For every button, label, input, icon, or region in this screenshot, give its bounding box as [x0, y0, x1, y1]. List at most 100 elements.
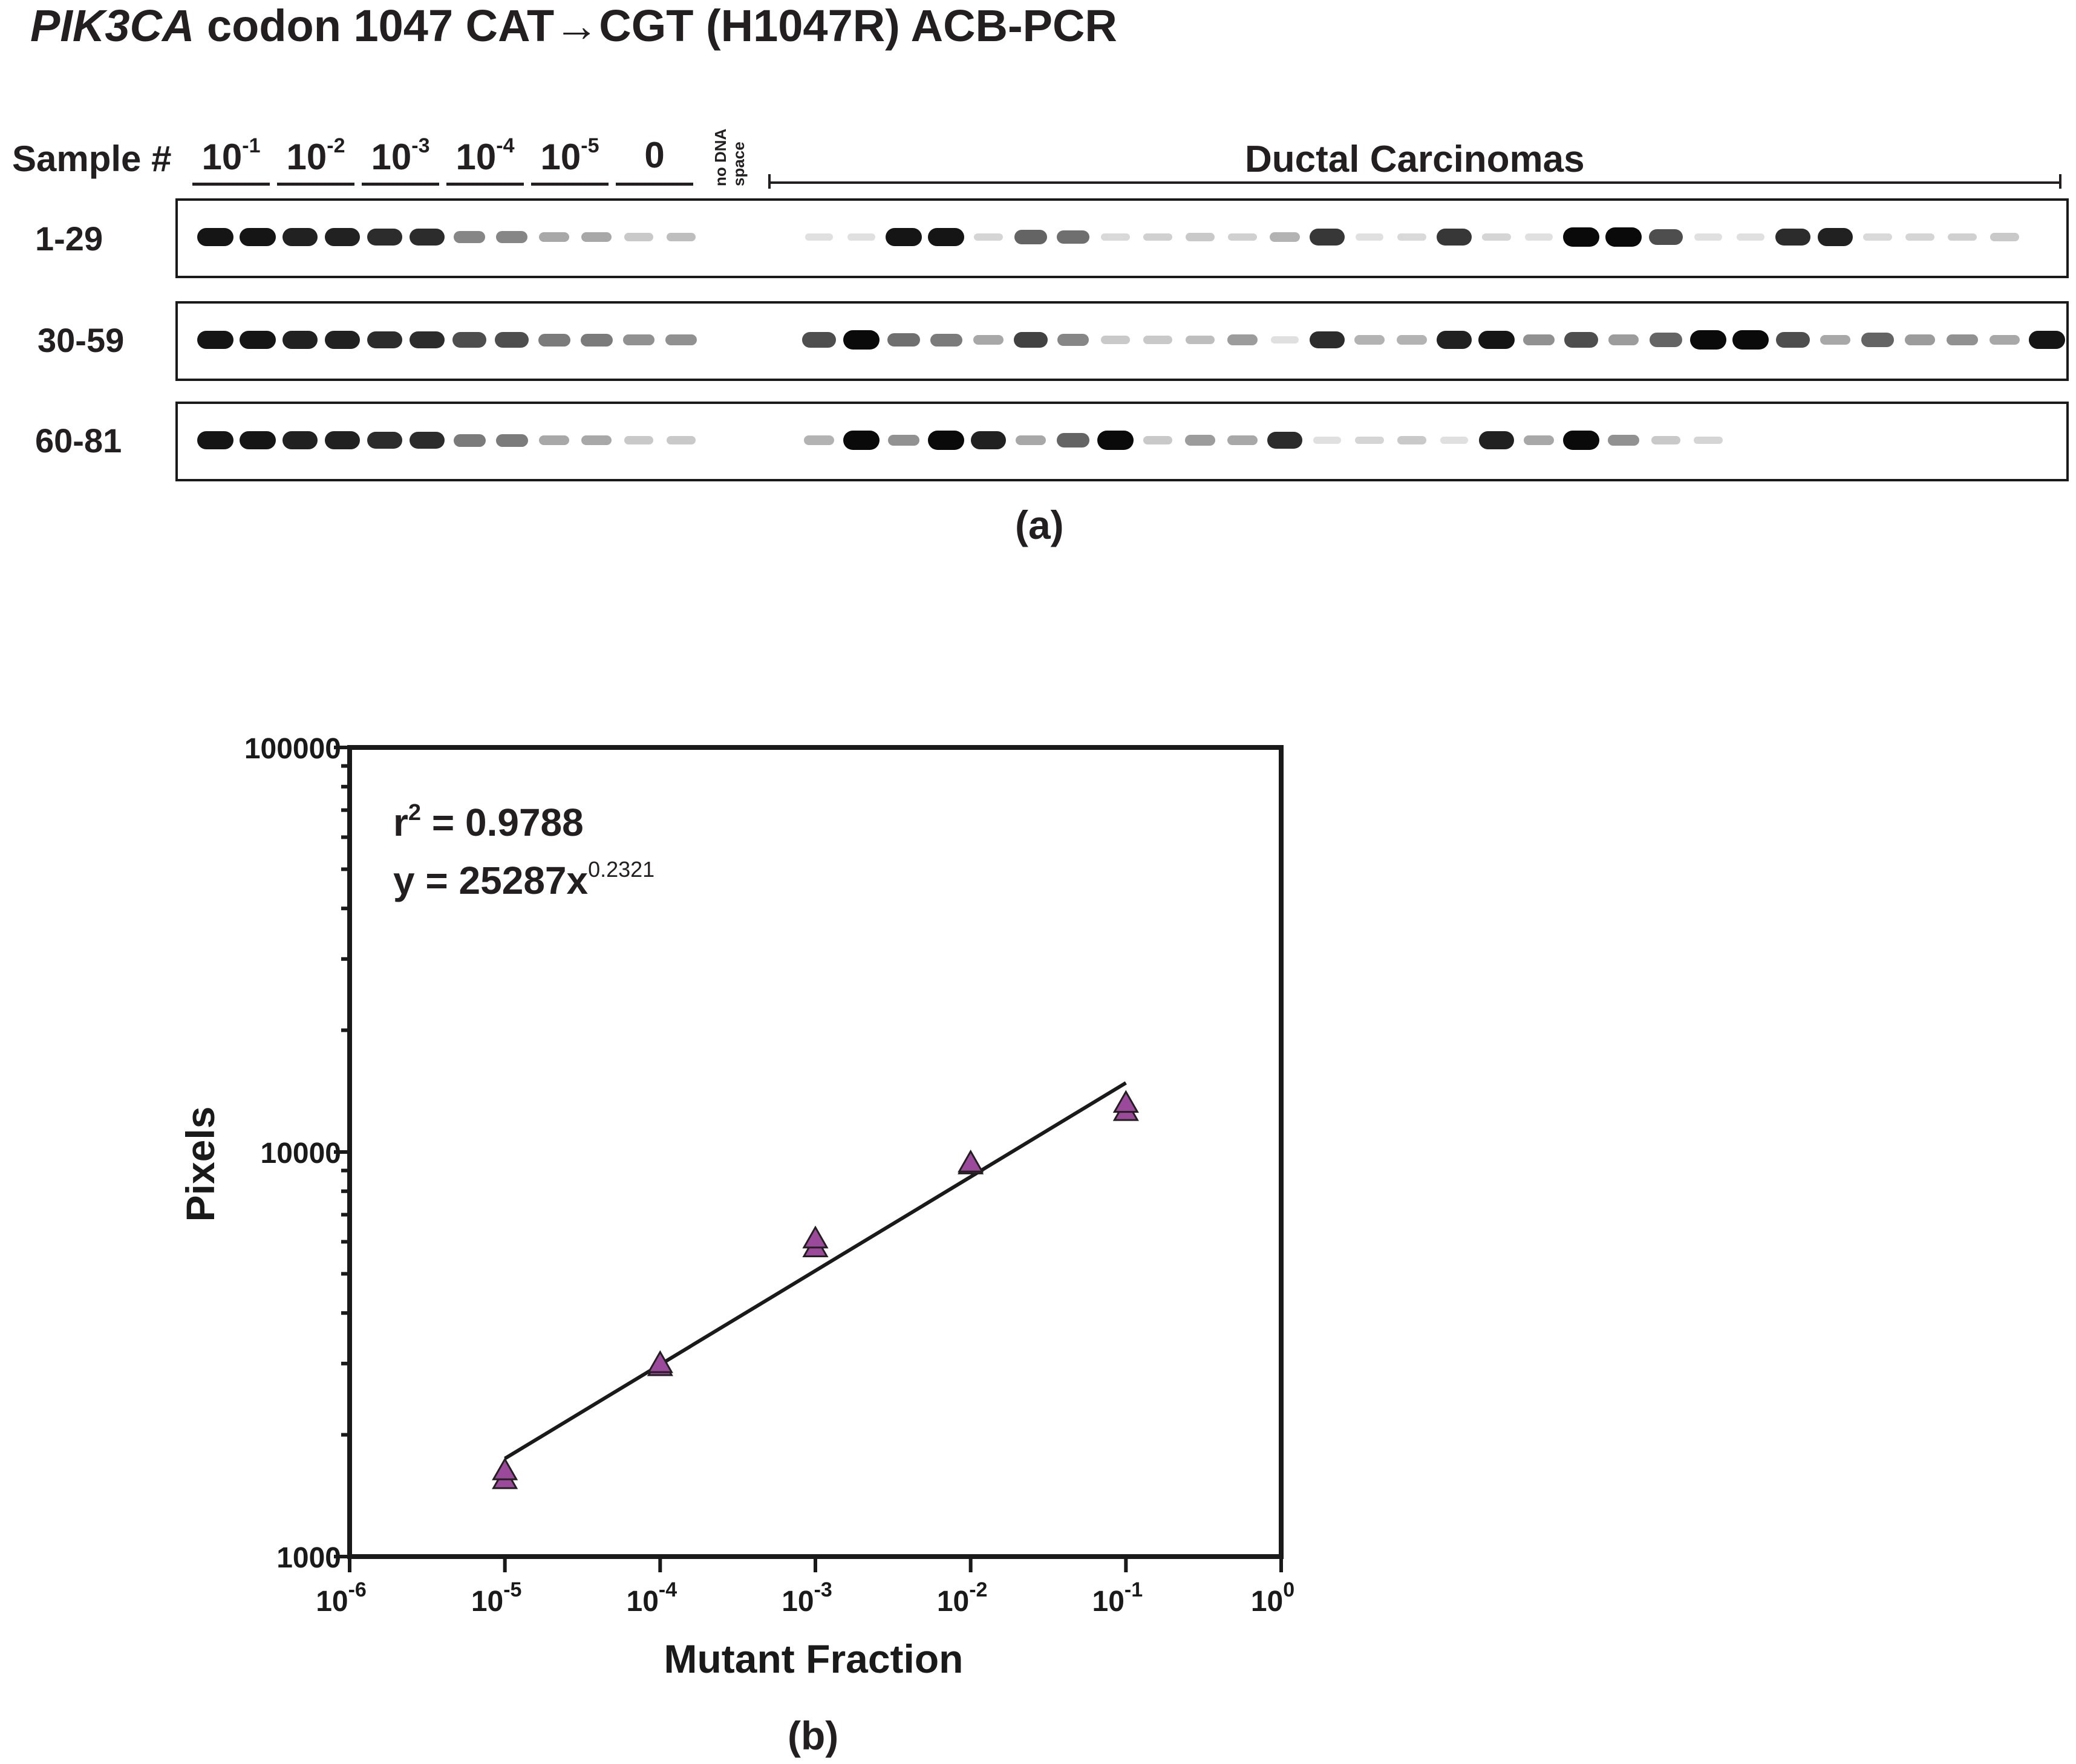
gel-band — [410, 431, 445, 449]
gel-band — [495, 231, 528, 243]
data-point — [802, 1225, 829, 1249]
x-tick-label: 10-1 — [1092, 1578, 1143, 1618]
gel-band — [538, 333, 570, 347]
gel-band — [1608, 434, 1639, 446]
gel-band — [581, 435, 612, 446]
group-label: Ductal Carcinomas — [1245, 138, 1585, 180]
gel-band — [1694, 233, 1723, 241]
gel-band — [973, 334, 1004, 345]
gel-row-label: 1-29 — [35, 220, 103, 258]
dilution-underline — [277, 183, 354, 186]
gel-band — [240, 330, 276, 350]
gel-band — [1013, 331, 1048, 348]
gel-band — [970, 431, 1007, 449]
y-axis-label: Pixels — [178, 1107, 223, 1222]
x-tick-base: 10 — [1092, 1586, 1124, 1618]
gel-band — [1397, 335, 1427, 345]
dilution-underline — [192, 183, 270, 186]
gel-lane-strip — [175, 301, 2069, 381]
gel-band — [1820, 334, 1851, 345]
gel-band — [2029, 330, 2065, 350]
dilution-header: 10-2 — [277, 134, 354, 178]
gel-band — [453, 231, 486, 243]
gel-band — [1948, 233, 1977, 241]
gel-band — [581, 232, 612, 242]
gel-band — [495, 332, 529, 348]
gel-band — [928, 431, 964, 450]
data-point — [958, 1149, 984, 1173]
gel-band — [1990, 233, 2020, 241]
gel-band — [1564, 332, 1598, 348]
gene-name: PIK3CA — [30, 1, 195, 51]
x-tick-exponent: -3 — [814, 1578, 832, 1601]
gel-band — [495, 434, 528, 447]
gel-band — [1057, 334, 1089, 346]
gel-band — [1143, 336, 1173, 344]
dilution-header: 10-5 — [531, 134, 609, 178]
gel-band — [367, 331, 402, 349]
gel-band — [1523, 435, 1555, 446]
dilution-exponent: -5 — [581, 134, 599, 157]
gel-band — [843, 330, 880, 350]
gel-band — [1101, 233, 1130, 241]
gel-band — [1014, 230, 1048, 244]
equation-exponent: 0.2321 — [588, 857, 654, 882]
gel-band — [1227, 334, 1258, 345]
gel-band — [1397, 233, 1426, 241]
sample-header: Sample # — [12, 138, 172, 179]
gel-band — [197, 227, 233, 247]
x-tick-base: 10 — [782, 1586, 814, 1618]
group-bracket — [768, 181, 2061, 184]
gel-band — [1270, 336, 1299, 343]
gel-band — [843, 431, 880, 450]
dilution-base: 10 — [540, 137, 581, 177]
gel-band — [805, 233, 834, 241]
gel-band — [887, 333, 920, 347]
gel-band — [1649, 333, 1683, 347]
gel-band — [197, 431, 233, 450]
x-tick-label: 10-4 — [627, 1578, 677, 1618]
gel-band — [410, 228, 445, 246]
gel-band — [1649, 229, 1683, 245]
gel-band — [1310, 331, 1345, 349]
x-tick-base: 10 — [627, 1586, 659, 1618]
x-axis-label: Mutant Fraction — [664, 1636, 964, 1681]
gel-band — [1904, 334, 1936, 345]
x-tick-label: 10-5 — [471, 1578, 522, 1618]
gel-band — [452, 332, 486, 348]
gel-band — [1397, 436, 1427, 444]
panel-a-label: (a) — [1015, 503, 1064, 547]
x-tick-exponent: -1 — [1124, 1578, 1143, 1601]
data-point — [647, 1350, 673, 1373]
y-tick-label: 100000 — [244, 733, 341, 765]
gel-band — [324, 331, 361, 349]
gel-band — [453, 434, 486, 447]
equation-base: y = 25287x — [393, 859, 589, 902]
gel-band — [666, 436, 696, 444]
gel-band — [1524, 233, 1553, 241]
gel-band — [665, 334, 697, 346]
gel-band — [1354, 335, 1385, 345]
dilution-underline — [531, 183, 609, 186]
gel-band — [1184, 435, 1216, 446]
dilution-header: 0 — [616, 134, 693, 176]
gel-band — [1482, 233, 1511, 241]
gel-band — [1143, 436, 1173, 444]
gel-band — [1690, 330, 1726, 350]
gel-band — [886, 227, 922, 247]
fit-line — [504, 1081, 1127, 1460]
group-bracket-right-tick — [2059, 174, 2061, 189]
gel-band — [240, 227, 276, 247]
data-point — [1112, 1090, 1139, 1113]
dilution-base: 10 — [201, 137, 243, 177]
gel-band — [1185, 335, 1215, 345]
x-tick-exponent: -2 — [969, 1578, 987, 1601]
y-tick-label: 10000 — [261, 1137, 341, 1170]
gel-band — [1905, 233, 1934, 241]
dilution-header: 10-4 — [446, 134, 524, 178]
x-tick-base: 10 — [937, 1586, 969, 1618]
x-tick-label: 10-3 — [782, 1578, 832, 1618]
gel-band — [666, 232, 696, 242]
x-tick-label: 100 — [1251, 1578, 1294, 1618]
gel-band — [928, 227, 964, 247]
